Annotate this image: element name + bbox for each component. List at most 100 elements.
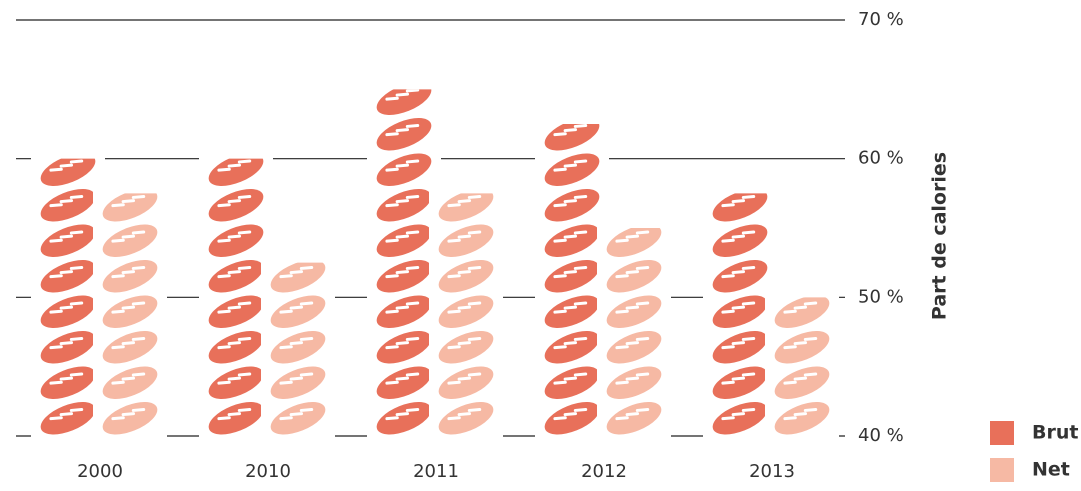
bread-icon	[208, 189, 264, 222]
bread-cut	[573, 372, 588, 377]
bread-cut	[111, 238, 125, 243]
bread-icon	[102, 402, 158, 435]
bread-cut	[59, 234, 74, 239]
bread-cut	[563, 163, 578, 168]
bread-cut	[69, 336, 84, 341]
bread-cut	[131, 230, 146, 235]
bread-cut	[573, 301, 588, 306]
bar	[270, 262, 326, 435]
bread-cut	[395, 341, 410, 346]
bread-cut	[131, 407, 146, 412]
bread-icon	[376, 366, 432, 399]
bread-cut	[385, 416, 399, 421]
bread-cut	[467, 194, 482, 199]
bread-cut	[111, 380, 125, 385]
y-tick-label: 60 %	[858, 148, 904, 169]
bread-cut	[217, 309, 231, 314]
bread-icon	[712, 260, 768, 293]
bread-cut	[803, 407, 818, 412]
bread-icon	[544, 260, 600, 293]
bread-icon	[544, 224, 600, 257]
bread-cut	[217, 416, 231, 421]
bar	[774, 297, 830, 435]
bread-cut	[405, 336, 420, 341]
bread-cut	[731, 234, 746, 239]
bread-icon	[40, 224, 96, 257]
bread-icon	[376, 402, 432, 435]
bread-cut	[793, 376, 808, 381]
bread-icon	[544, 124, 600, 151]
bread-icon	[774, 331, 830, 364]
bread-icon	[544, 331, 600, 364]
bread-cut	[237, 159, 252, 164]
bread-icon	[774, 297, 830, 328]
bread-cut	[721, 238, 735, 243]
bread-cut	[279, 309, 293, 314]
bread-cut	[289, 412, 304, 417]
bread-icon	[544, 402, 600, 435]
bread-cut	[457, 341, 472, 346]
bread-cut	[49, 309, 63, 314]
bar	[544, 124, 600, 435]
bread-cut	[553, 167, 567, 172]
bread-cut	[385, 274, 399, 279]
bread-cut	[783, 416, 797, 421]
bar	[376, 89, 432, 435]
bread-cut	[217, 380, 231, 385]
bread-cut	[385, 132, 399, 137]
bread-cut	[405, 230, 420, 235]
bread-cut	[111, 309, 125, 314]
bread-icon	[40, 331, 96, 364]
bread-cut	[467, 372, 482, 377]
bread-cut	[395, 128, 410, 133]
bread-icon	[270, 295, 326, 328]
bread-cut	[467, 407, 482, 412]
bread-cut	[237, 265, 252, 270]
bread-icon	[544, 295, 600, 328]
bread-cut	[385, 380, 399, 385]
bread-icon	[376, 260, 432, 293]
bread-cut	[447, 380, 461, 385]
bread-icon	[102, 295, 158, 328]
bread-icon	[712, 366, 768, 399]
bread-cut	[69, 372, 84, 377]
bread-cut	[237, 336, 252, 341]
x-tick-label: 2011	[413, 461, 459, 482]
bread-cut	[467, 265, 482, 270]
bread-icon	[270, 402, 326, 435]
bread-cut	[573, 265, 588, 270]
bread-cut	[625, 270, 640, 275]
bread-icon	[606, 228, 662, 257]
bread-cut	[385, 203, 399, 208]
bread-cut	[49, 238, 63, 243]
bread-cut	[279, 416, 293, 421]
bread-cut	[405, 407, 420, 412]
bread-cut	[405, 301, 420, 306]
bread-cut	[635, 336, 650, 341]
bread-cut	[783, 380, 797, 385]
bread-icon	[438, 224, 494, 257]
bread-icon	[438, 295, 494, 328]
legend-swatch	[990, 458, 1014, 482]
bread-cut	[625, 412, 640, 417]
bread-cut	[131, 194, 146, 199]
bread-cut	[741, 301, 756, 306]
bread-icon	[544, 189, 600, 222]
bread-cut	[803, 372, 818, 377]
bread-cut	[289, 376, 304, 381]
bread-cut	[405, 123, 420, 128]
bread-cut	[447, 274, 461, 279]
bread-icon	[376, 89, 432, 115]
bread-cut	[395, 199, 410, 204]
bread-cut	[553, 132, 567, 137]
bread-icon	[376, 295, 432, 328]
bread-cut	[741, 372, 756, 377]
bread-icon	[712, 295, 768, 328]
bread-icon	[40, 158, 96, 186]
bread-cut	[49, 274, 63, 279]
bread-icon	[606, 295, 662, 328]
bread-cut	[447, 309, 461, 314]
bread-icon	[270, 262, 326, 293]
bread-cut	[615, 309, 629, 314]
bread-cut	[563, 270, 578, 275]
